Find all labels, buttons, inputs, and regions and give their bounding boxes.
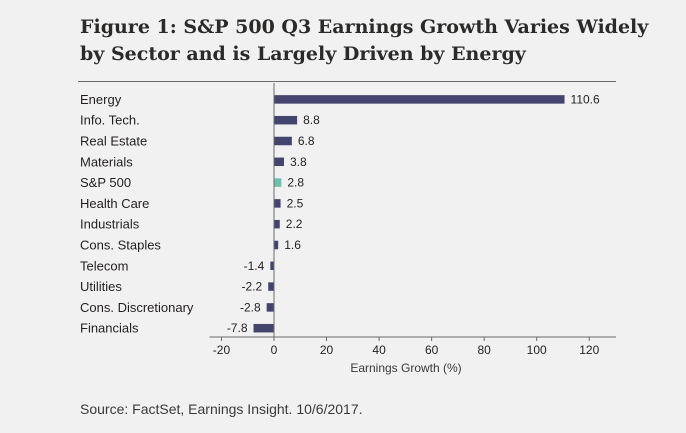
bar-info-tech xyxy=(274,115,298,125)
category-label-real-estate: Real Estate xyxy=(80,134,147,149)
value-label-s-p-500: 2.8 xyxy=(287,176,304,190)
bar-cons-discretionary xyxy=(266,303,274,312)
x-tick-label: 100 xyxy=(527,343,547,357)
bar-industrials xyxy=(274,219,280,229)
value-label-real-estate: 6.8 xyxy=(298,134,315,148)
value-label-info-tech: 8.8 xyxy=(303,113,320,127)
x-tick-label: -20 xyxy=(213,343,231,357)
value-label-energy: 110.6 xyxy=(571,92,600,106)
category-label-industrials: Industrials xyxy=(80,217,140,232)
category-label-cons-discretionary: Cons. Discretionary xyxy=(80,300,194,315)
category-label-materials: Materials xyxy=(80,154,133,169)
category-label-s-p-500: S&P 500 xyxy=(80,175,131,190)
category-label-energy: Energy xyxy=(80,92,122,107)
value-label-utilities: -2.2 xyxy=(242,280,263,294)
x-tick-label: 20 xyxy=(320,343,334,357)
value-label-health-care: 2.5 xyxy=(287,196,304,210)
source-note: Source: FactSet, Earnings Insight. 10/6/… xyxy=(80,401,363,417)
x-axis-ticks: -20 0 20 40 60 80 100 120 xyxy=(213,337,600,357)
bar-real-estate xyxy=(274,136,292,146)
category-label-utilities: Utilities xyxy=(80,279,122,294)
value-labels: 110.6 8.8 6.8 3.8 2.8 2.5 2.2 1.6 -1.4 -2.2 -2.8 -7… xyxy=(227,92,600,335)
category-label-info-tech: Info. Tech. xyxy=(80,113,140,128)
x-tick-label: 80 xyxy=(477,343,491,357)
bar-financials xyxy=(253,323,274,333)
value-label-materials: 3.8 xyxy=(290,155,307,169)
bar-utilities xyxy=(268,282,274,291)
x-tick-label: 60 xyxy=(425,343,439,357)
bar-energy xyxy=(274,95,565,104)
x-axis-label: Earnings Growth (%) xyxy=(350,361,461,375)
bar-cons-staples xyxy=(274,240,279,250)
x-tick-label: 120 xyxy=(579,343,599,357)
bar-telecom xyxy=(270,261,274,271)
category-label-telecom: Telecom xyxy=(80,258,128,273)
bar-materials xyxy=(274,157,284,167)
x-tick-label: 40 xyxy=(372,343,386,357)
title-rule xyxy=(78,81,616,82)
value-label-financials: -7.8 xyxy=(227,321,248,335)
category-label-health-care: Health Care xyxy=(80,196,149,211)
value-label-industrials: 2.2 xyxy=(286,217,303,231)
bars xyxy=(253,95,565,333)
x-tick-label: 0 xyxy=(271,343,278,357)
category-label-cons-staples: Cons. Staples xyxy=(80,238,161,253)
bar-health-care xyxy=(274,199,281,208)
category-label-financials: Financials xyxy=(80,321,139,336)
value-label-cons-discretionary: -2.8 xyxy=(240,300,261,314)
category-labels: Energy Info. Tech. Real Estate Materials S&P… xyxy=(80,92,194,336)
bar-s-p-500 xyxy=(274,178,282,187)
value-label-telecom: -1.4 xyxy=(244,259,265,273)
value-label-cons-staples: 1.6 xyxy=(284,238,301,252)
chart-title: Figure 1: S&P 500 Q3 Earnings Growth Var… xyxy=(80,16,649,65)
